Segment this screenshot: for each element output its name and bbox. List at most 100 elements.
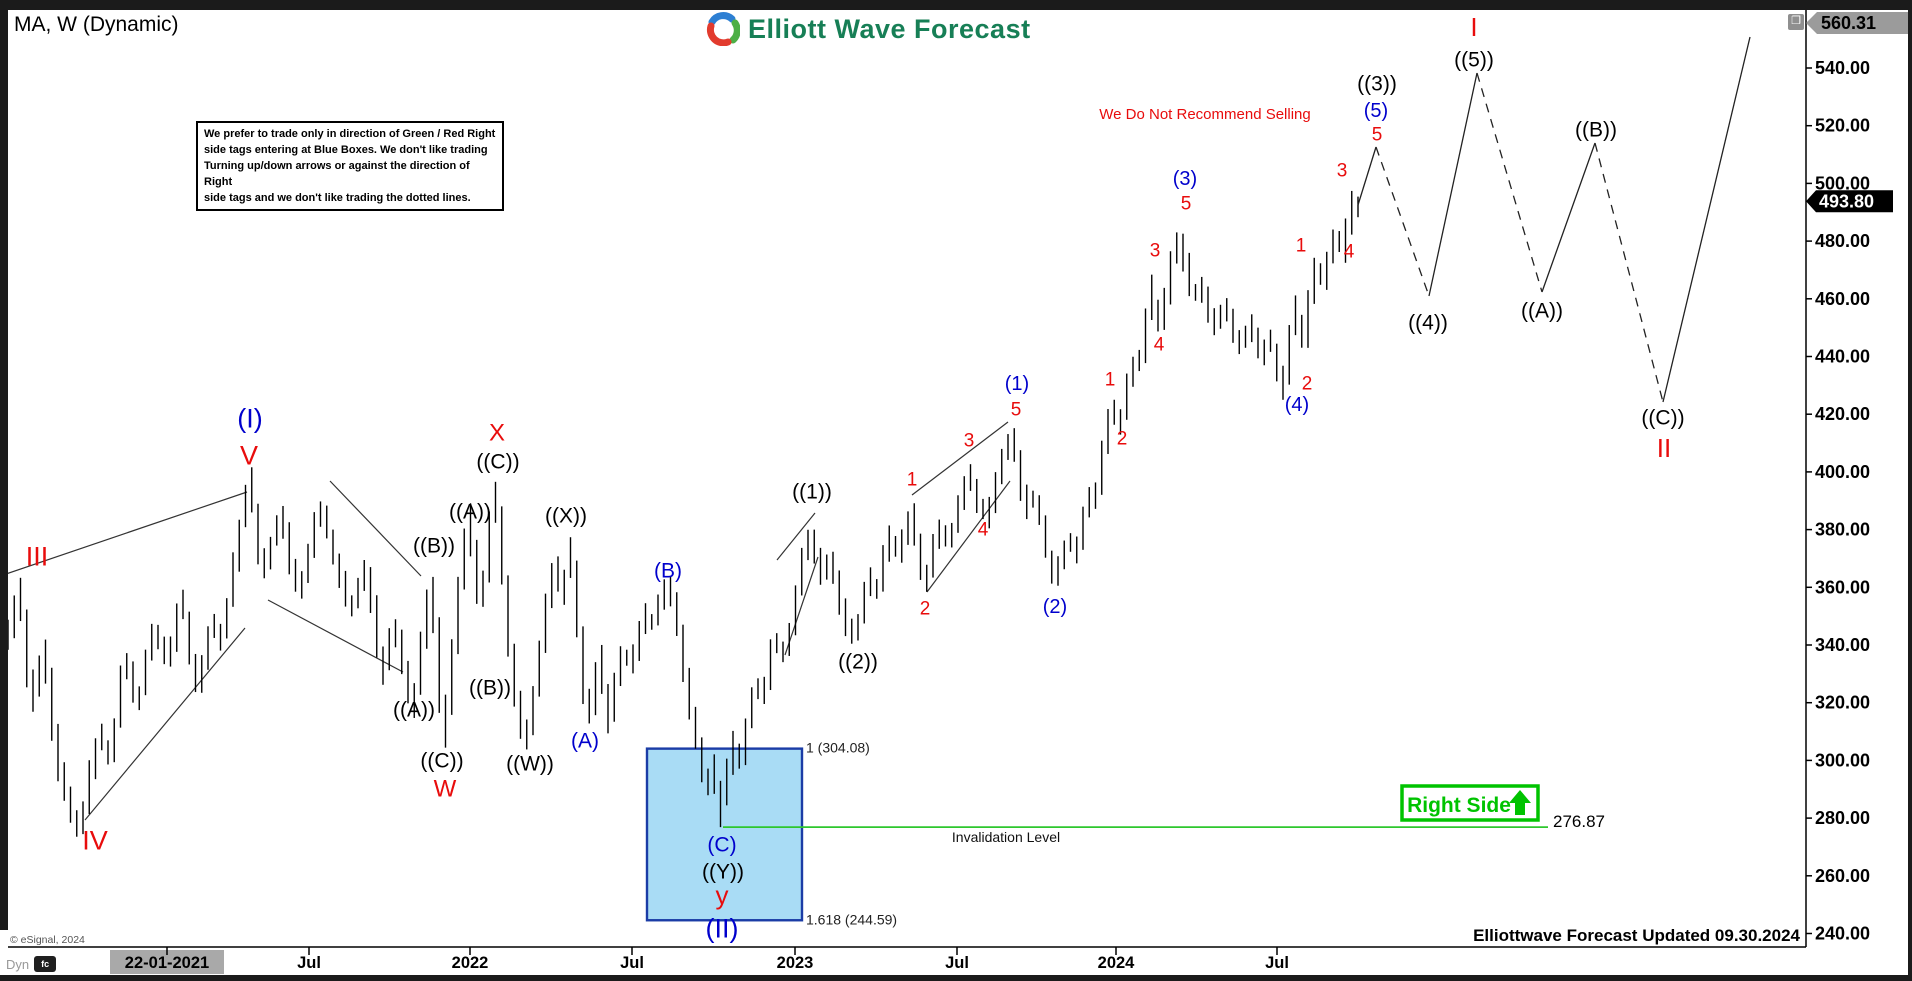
svg-text:500.00: 500.00 <box>1815 173 1870 193</box>
wave-label-X: X <box>489 419 505 446</box>
svg-text:Jul: Jul <box>620 954 644 972</box>
wave-label-4: 4 <box>978 520 989 541</box>
wave-label-5: 5 <box>1181 194 1192 215</box>
wave-label-V: V <box>240 440 258 470</box>
wave-label-3: 3 <box>1337 161 1348 182</box>
wave-label-A: ((A)) <box>1521 299 1563 322</box>
wave-label-I: I <box>1470 12 1477 42</box>
svg-text:280.00: 280.00 <box>1815 808 1870 828</box>
wave-label-1: ((1)) <box>792 480 832 503</box>
blue-box <box>645 747 804 922</box>
wave-label-2: 2 <box>1302 374 1313 395</box>
note-line: We prefer to trade only in direction of … <box>204 128 496 140</box>
invalidation-level-label: Invalidation Level <box>952 829 1060 845</box>
invalidation-price-label: 276.87 <box>1553 812 1605 831</box>
wave-label-1: 1 <box>907 470 918 491</box>
svg-text:Right Side: Right Side <box>1407 794 1511 817</box>
price-axis[interactable]: 540.00 520.00 500.00 480.00 460.00 440.00 420.… <box>1806 58 1870 944</box>
svg-text:1.618 (244.59): 1.618 (244.59) <box>806 911 897 927</box>
wave-label-III: III <box>26 541 49 571</box>
svg-text:360.00: 360.00 <box>1815 577 1870 597</box>
svg-text:400.00: 400.00 <box>1815 462 1870 482</box>
plot-left-border <box>0 10 8 930</box>
wave-label-C: ((C)) <box>1641 406 1684 429</box>
forecast-path <box>1357 36 1751 403</box>
mode-row: Dyn fc <box>6 956 57 972</box>
wave-label-C: (C) <box>707 833 736 856</box>
chart-title: MA, W (Dynamic) <box>14 13 179 36</box>
wave-label-3: 3 <box>964 431 975 452</box>
trading-note-box: We prefer to trade only in direction of … <box>196 121 504 211</box>
wave-label-1: 1 <box>1105 370 1116 391</box>
wave-label-5: 5 <box>1011 400 1022 421</box>
svg-text:22-01-2021: 22-01-2021 <box>125 954 209 972</box>
svg-text:480.00: 480.00 <box>1815 231 1870 251</box>
wave-label-IV: IV <box>82 825 108 855</box>
svg-text:240.00: 240.00 <box>1815 924 1870 944</box>
wave-label-II: (II) <box>706 913 739 943</box>
warning-text: We Do Not Recommend Selling <box>1099 106 1310 123</box>
wave-label-3: (3) <box>1173 168 1197 190</box>
svg-text:460.00: 460.00 <box>1815 289 1870 309</box>
invalidation-line: Invalidation Level 276.87 <box>723 812 1605 845</box>
formula-icon[interactable]: fc <box>34 956 57 972</box>
wave-label-II: II <box>1657 433 1671 463</box>
note-line: side tags and we don't like trading the … <box>204 192 471 204</box>
svg-text:540.00: 540.00 <box>1815 58 1870 78</box>
right-side-tag: Right Side <box>1400 784 1540 822</box>
high-price-tag: 560.31 <box>1806 12 1910 34</box>
svg-text:1 (304.08): 1 (304.08) <box>806 740 870 756</box>
svg-text:560.31: 560.31 <box>1821 13 1876 33</box>
wave-label-W: ((W)) <box>506 752 554 775</box>
time-axis[interactable]: 22-01-2021 Jul 2022 Jul 2023 Jul 2024 Jul <box>110 947 1289 974</box>
last-price-tag: 493.80 <box>1806 190 1893 213</box>
wave-label-5: (5) <box>1364 100 1388 122</box>
forecast-updated-text: Elliottwave Forecast Updated 09.30.2024 <box>1473 926 1800 945</box>
wave-label-B: ((B)) <box>1575 118 1617 141</box>
wave-label-I: (I) <box>237 403 262 433</box>
wave-label-Y: ((Y)) <box>702 860 744 883</box>
svg-text:440.00: 440.00 <box>1815 347 1870 367</box>
wave-label-5: 5 <box>1372 125 1383 146</box>
wave-label-A: (A) <box>571 729 599 752</box>
svg-text:520.00: 520.00 <box>1815 116 1870 136</box>
trendlines-layer <box>0 421 1011 821</box>
price-bars-layer <box>7 190 1359 837</box>
svg-text:2022: 2022 <box>452 954 489 972</box>
wave-label-4: 4 <box>1344 242 1355 263</box>
brand-logo-text: Elliott Wave Forecast <box>748 13 1031 44</box>
updated-note: Elliottwave Forecast Updated 09.30.2024 <box>1473 926 1800 945</box>
esignal-copyright: © eSignal, 2024 <box>10 934 85 946</box>
svg-text:Jul: Jul <box>1265 954 1289 972</box>
wave-label-B: ((B)) <box>469 676 511 699</box>
wave-label-W: W <box>434 775 457 802</box>
dyn-mode-label[interactable]: Dyn <box>6 956 30 972</box>
window-top-bar <box>0 0 1912 10</box>
wave-label-A: ((A)) <box>393 698 435 721</box>
brand-logo: Elliott Wave Forecast <box>706 12 1031 46</box>
window-bottom-bar <box>0 975 1912 981</box>
wave-label-A: ((A)) <box>449 500 491 523</box>
wave-label-1: (1) <box>1005 373 1029 395</box>
svg-text:340.00: 340.00 <box>1815 635 1870 655</box>
svg-text:380.00: 380.00 <box>1815 520 1870 540</box>
svg-text:420.00: 420.00 <box>1815 404 1870 424</box>
svg-text:493.80: 493.80 <box>1819 191 1874 211</box>
wave-label-2: (2) <box>1043 596 1067 618</box>
restore-window-icon[interactable]: ❐ <box>1788 14 1804 30</box>
svg-text:Jul: Jul <box>297 954 321 972</box>
window-right-bar <box>1908 0 1912 981</box>
up-arrow-icon <box>1509 790 1531 803</box>
svg-text:320.00: 320.00 <box>1815 693 1870 713</box>
wave-label-4: ((4)) <box>1408 311 1448 334</box>
svg-text:300.00: 300.00 <box>1815 750 1870 770</box>
wave-label-2: 2 <box>1117 429 1128 450</box>
wave-label-y: y <box>716 880 729 910</box>
wave-label-X: ((X)) <box>545 504 587 527</box>
plot-frame <box>8 10 1807 948</box>
do-not-sell-warning: We Do Not Recommend Selling <box>1099 106 1310 123</box>
wave-label-1: 1 <box>1296 236 1307 257</box>
wave-label-5: ((5)) <box>1454 48 1494 71</box>
